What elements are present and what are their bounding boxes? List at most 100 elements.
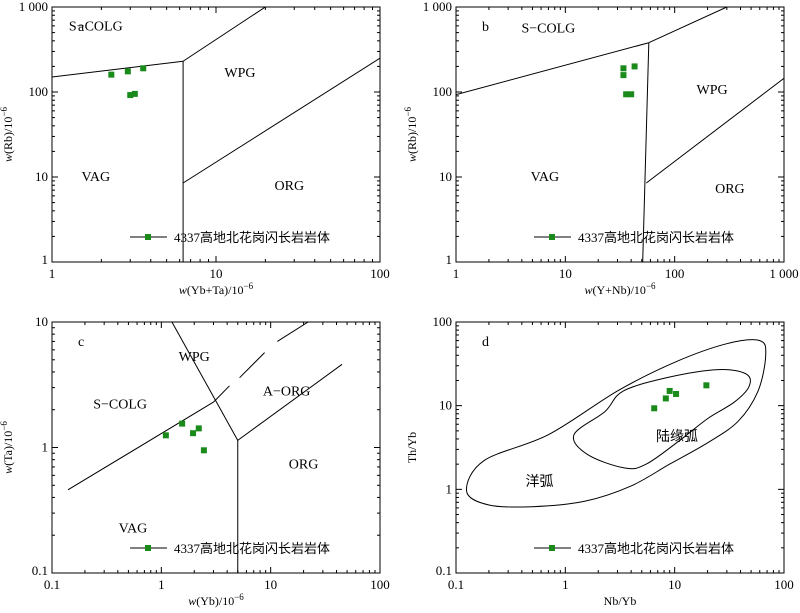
y-tick-label: 10 [35, 314, 48, 329]
region-label: S−COLG [93, 397, 147, 412]
y-tick-label: 1 [42, 252, 49, 267]
boundary-group [456, 7, 784, 262]
region-label: 洋弧 [525, 474, 553, 490]
x-axis-label: w(Yb+Ta)/10−6 [179, 281, 254, 297]
y-tick-label: 0.1 [436, 563, 452, 578]
y-axis-label: w(Rb)/10−6 [403, 107, 419, 162]
region-label: WPG [179, 350, 210, 365]
x-tick-label: 1 000 [769, 266, 798, 281]
y-axis-label: w(Rb)/10−6 [0, 107, 15, 162]
y-axis-label-exp: −6 [0, 107, 9, 117]
field-boundary [466, 339, 767, 508]
data-point [703, 382, 710, 389]
data-point [662, 395, 669, 402]
legend-marker [549, 234, 555, 240]
data-point [195, 425, 202, 432]
plot-frame [51, 321, 381, 574]
x-axis-label-var: w [188, 594, 196, 608]
x-tick-label: 10 [559, 266, 572, 281]
data-point [651, 405, 658, 412]
y-axis-label-var: w [1, 154, 15, 162]
data-point [673, 390, 680, 397]
region-label: WPG [224, 66, 255, 81]
y-axis-label-exp: −6 [0, 421, 9, 431]
field-boundary [572, 368, 751, 470]
y-tick-label: 100 [433, 84, 453, 99]
y-axis-label-body: (Rb)/10 [405, 117, 419, 154]
region-label: VAG [531, 170, 560, 185]
x-tick-label: 0.1 [448, 577, 464, 592]
legend-marker [549, 545, 555, 551]
data-point [666, 387, 673, 394]
panel-c: 0.1 1 10 100 0.1 1 10 c S−COLG WPG A−ORG VAG ORG 4337… [0, 314, 390, 608]
boundary-group [52, 7, 380, 262]
x-axis-label: w(Y+Nb)/10−6 [584, 281, 656, 297]
y-axis-label-var: w [1, 466, 15, 474]
y-axis-label-body: (Ta)/10 [1, 431, 15, 466]
legend-label: 4337高地北花岗闪长岩岩体 [174, 230, 330, 245]
plot-frame [455, 6, 785, 263]
field-boundary [182, 7, 266, 62]
panel-letter: b [482, 20, 489, 35]
x-tick-label: 100 [370, 266, 390, 281]
panel-letter: c [78, 335, 84, 350]
legend-label: 4337高地北花岗闪长岩岩体 [578, 230, 734, 245]
data-point [108, 71, 115, 78]
x-tick-label: 10 [210, 266, 223, 281]
data-point [140, 65, 147, 72]
boundary-group [67, 322, 343, 573]
plot-frame [455, 321, 785, 574]
x-tick-label: 100 [774, 577, 794, 592]
data-point [628, 91, 635, 98]
x-axis-label-var: w [584, 283, 592, 297]
x-tick-label: 1 [453, 266, 460, 281]
field-boundary [171, 322, 239, 441]
panel-d: 0.1 1 10 100 0.1 1 10 100 d 洋弧 陆缘弧 4337高地北花岗闪长岩岩体 Nb… [405, 314, 794, 608]
y-tick-label: 10 [439, 398, 452, 413]
y-tick-label: 1 [446, 252, 453, 267]
legend-label: 4337高地北花岗闪长岩岩体 [174, 541, 330, 556]
x-tick-label: 1 [158, 577, 165, 592]
data-point [623, 91, 630, 98]
y-tick-label: 10 [439, 169, 452, 184]
data-point [620, 65, 627, 72]
region-label: 陆缘弧 [656, 429, 698, 445]
region-label: S−COLG [521, 22, 575, 37]
y-tick-label: 1 [42, 440, 49, 455]
y-axis-label-body: Th/Yb [405, 432, 419, 463]
y-axis-label: w(Ta)/10−6 [0, 421, 15, 474]
x-axis-label-var: w [179, 283, 187, 297]
field-boundary [52, 60, 184, 78]
boundary-group [466, 339, 767, 508]
y-axis-label: Th/Yb [405, 432, 419, 463]
x-tick-label: 100 [370, 577, 390, 592]
panel-letter: a [78, 20, 85, 35]
region-label: A−ORG [263, 384, 311, 399]
y-tick-label: 1 [446, 481, 453, 496]
region-label: VAG [119, 522, 148, 537]
field-boundary [182, 57, 380, 184]
legend-marker [145, 545, 151, 551]
x-tick-label: 1 [49, 266, 56, 281]
x-axis-label-body: (Y+Nb)/10 [593, 283, 646, 297]
data-point [631, 63, 638, 70]
x-tick-label: 1 [562, 577, 569, 592]
data-point [127, 92, 134, 99]
x-tick-label: 100 [665, 266, 685, 281]
y-axis-label-body: (Rb)/10 [1, 117, 15, 154]
data-point [162, 432, 169, 439]
data-point [179, 420, 186, 427]
y-tick-label: 0.1 [32, 563, 48, 578]
panel-b: 1 10 100 1 000 1 10 100 1 000 b S−COLG WPG VAG ORG 43… [403, 0, 799, 297]
x-axis-label: Nb/Yb [604, 594, 637, 608]
region-label: ORG [289, 458, 319, 473]
field-boundary [213, 385, 230, 403]
field-boundary [648, 7, 728, 44]
field-boundary [277, 322, 309, 342]
field-boundary [237, 363, 343, 441]
y-tick-label: 10 [35, 169, 48, 184]
x-axis-label-exp: −6 [234, 592, 244, 602]
region-label: S−COLG [69, 19, 123, 34]
region-label: ORG [275, 179, 305, 194]
